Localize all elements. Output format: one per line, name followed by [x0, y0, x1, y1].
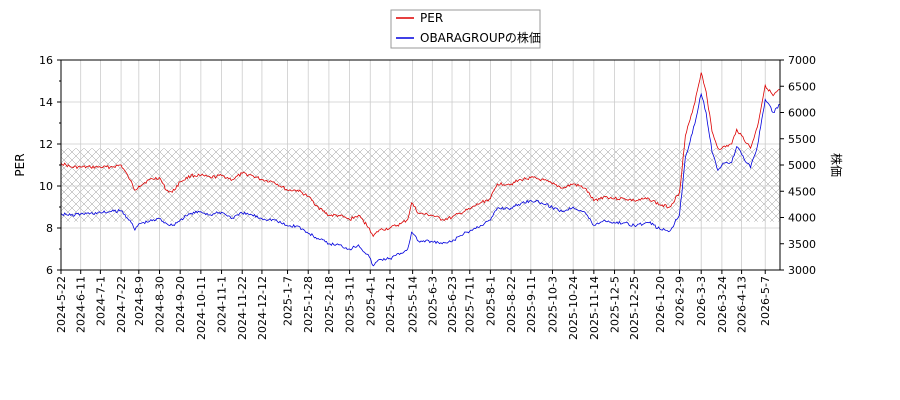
- legend: PER OBARAGROUPの株価: [390, 9, 541, 49]
- x-tick-label: 2025-1-28: [302, 276, 315, 333]
- x-tick-label: 2026-5-7: [759, 276, 772, 326]
- right-tick-label: 5000: [788, 159, 816, 172]
- x-tick-label: 2024-9-20: [174, 276, 187, 333]
- x-tick-label: 2026-3-24: [716, 276, 729, 333]
- x-tick-label: 2025-4-21: [384, 276, 397, 333]
- left-tick-label: 14: [39, 96, 53, 109]
- x-tick-label: 2026-4-13: [736, 276, 749, 333]
- right-tick-label: 6500: [788, 80, 816, 93]
- x-tick-label: 2025-2-18: [323, 276, 336, 333]
- x-tick-label: 2025-9-11: [525, 276, 538, 333]
- x-tick-label: 2024-8-9: [133, 276, 146, 326]
- x-tick-label: 2026-3-3: [695, 276, 708, 326]
- left-axis: 6 8 10 12 14 16: [39, 54, 61, 277]
- x-tick-label: 2025-11-14: [588, 276, 601, 340]
- x-tick-label: 2025-5-14: [407, 276, 420, 333]
- left-tick-label: 10: [39, 180, 53, 193]
- legend-box: [390, 9, 541, 49]
- x-tick-label: 2025-4-1: [364, 276, 377, 326]
- left-axis-title: PER: [13, 153, 27, 176]
- right-axis: 3000 3500 4000 4500 5000 5500 6000 6500 7000: [780, 54, 816, 277]
- left-tick-label: 16: [39, 54, 53, 67]
- left-tick-label: 12: [39, 138, 53, 151]
- right-tick-label: 7000: [788, 54, 816, 67]
- right-tick-label: 6000: [788, 107, 816, 120]
- x-tick-label: 2024-5-22: [55, 276, 68, 333]
- legend-label-per: PER: [420, 11, 443, 25]
- x-tick-label: 2024-6-11: [75, 276, 88, 333]
- x-tick-label: 2024-12-12: [256, 276, 269, 340]
- right-tick-label: 4500: [788, 185, 816, 198]
- x-tick-label: 2024-8-30: [153, 276, 166, 333]
- x-tick-label: 2025-6-23: [446, 276, 459, 333]
- x-tick-label: 2024-10-11: [195, 276, 208, 340]
- x-tick-label: 2024-11-22: [236, 276, 249, 340]
- legend-label-price: OBARAGROUPの株価: [420, 30, 541, 45]
- x-axis: 2024-5-22 2024-6-11 2024-7-1 2024-7-22 2024-…: [55, 270, 772, 340]
- series-line-per: [60, 72, 781, 238]
- left-tick-label: 6: [46, 264, 53, 277]
- x-tick-label: 2025-6-3: [426, 276, 439, 326]
- x-tick-label: 2025-12-5: [609, 276, 622, 333]
- right-tick-label: 3000: [788, 264, 816, 277]
- x-tick-label: 2026-1-20: [654, 276, 667, 333]
- right-axis-title: 株価: [829, 153, 844, 177]
- x-tick-label: 2026-2-9: [674, 276, 687, 326]
- x-tick-label: 2025-8-22: [505, 276, 518, 333]
- right-tick-label: 3500: [788, 238, 816, 251]
- series-line-price: [60, 92, 781, 267]
- x-tick-label: 2025-8-1: [484, 276, 497, 326]
- x-tick-label: 2025-7-11: [464, 276, 477, 333]
- plot-area: [60, 59, 781, 271]
- hatched-band: [61, 148, 780, 222]
- x-tick-label: 2025-1-7: [282, 276, 295, 326]
- x-tick-label: 2024-11-1: [216, 276, 229, 333]
- x-tick-label: 2024-7-1: [94, 276, 107, 326]
- right-tick-label: 4000: [788, 212, 816, 225]
- x-tick-label: 2024-7-22: [115, 276, 128, 333]
- x-tick-label: 2025-12-25: [628, 276, 641, 340]
- left-tick-label: 8: [46, 222, 53, 235]
- right-tick-label: 5500: [788, 133, 816, 146]
- x-tick-label: 2025-3-11: [344, 276, 357, 333]
- x-tick-label: 2025-10-24: [567, 276, 580, 340]
- x-tick-label: 2025-10-3: [546, 276, 559, 333]
